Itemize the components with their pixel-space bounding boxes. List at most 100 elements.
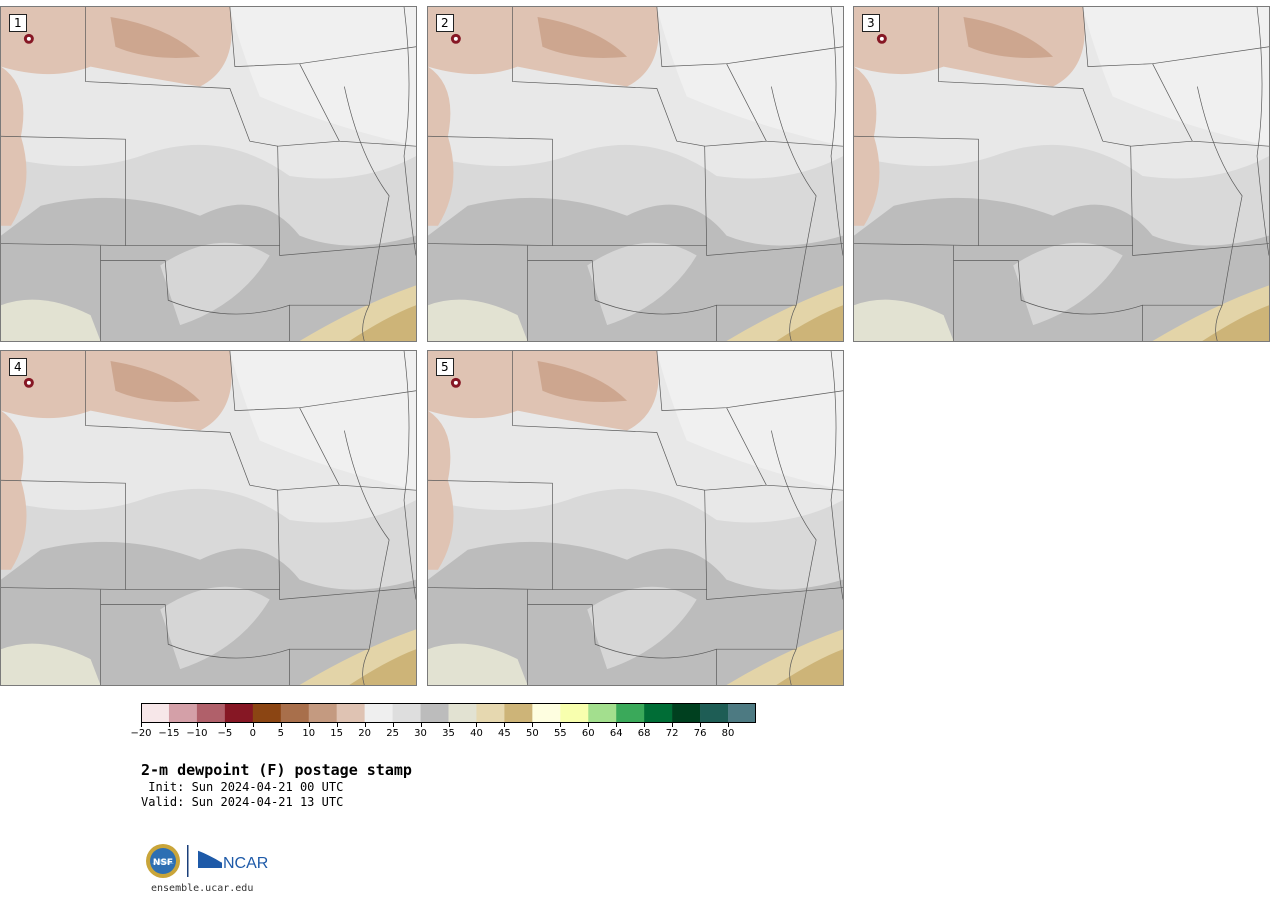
state-boundary — [771, 430, 817, 685]
colorbar-tickmark — [532, 723, 534, 727]
colorbar-tickmark — [168, 723, 170, 727]
colorbar-tickmark — [252, 723, 254, 727]
dewpoint-map — [428, 7, 843, 341]
state-boundary — [1132, 243, 1269, 256]
colorbar-swatch — [588, 703, 617, 723]
colorbar-swatch — [141, 703, 170, 723]
colorbar-tick-label: 80 — [721, 728, 735, 739]
colorbar-swatch — [616, 703, 645, 723]
state-boundary — [1, 243, 126, 246]
colorbar-tickmark — [392, 723, 394, 727]
colorbar-tick-label: −15 — [158, 728, 180, 739]
state-boundary — [229, 351, 416, 412]
state-boundary — [1197, 86, 1243, 341]
state-boundary — [854, 135, 1134, 246]
colorbar-tick-label: 20 — [358, 728, 371, 739]
panel-label: 4 — [9, 358, 27, 376]
panel-label: 3 — [862, 14, 880, 32]
state-boundary — [1, 587, 126, 590]
colorbar-swatch — [364, 703, 393, 723]
state-boundary — [277, 140, 340, 147]
colorbar-tick-label: −20 — [130, 728, 152, 739]
colorbar-swatch — [476, 703, 505, 723]
state-boundary — [706, 587, 843, 600]
state-boundary — [428, 135, 708, 246]
colorbar-swatch — [280, 703, 310, 723]
state-boundary — [953, 260, 1143, 341]
state-boundary — [830, 7, 843, 256]
colorbar-tickmark — [504, 723, 506, 727]
colorbar-tickmark — [448, 723, 450, 727]
colorbar-swatch — [224, 703, 254, 723]
colorbar-swatch — [448, 703, 477, 723]
colorbar-tick-label: 35 — [442, 728, 455, 739]
dewpoint-map — [428, 351, 843, 685]
state-boundary — [100, 604, 290, 685]
state-boundary — [403, 351, 416, 600]
colorbar-tick-label: 40 — [470, 728, 483, 739]
colorbar-swatch — [560, 703, 589, 723]
colorbar-tickmark — [700, 723, 702, 727]
state-boundary — [344, 86, 390, 341]
state-boundary — [527, 260, 717, 341]
colorbar-tick-label: 5 — [277, 728, 284, 739]
state-boundary — [344, 430, 390, 685]
state-boundary — [771, 86, 817, 341]
colorbar-swatch — [532, 703, 561, 723]
state-boundary — [512, 7, 678, 142]
colorbar-tick-label: 0 — [249, 728, 256, 739]
colorbar-ticks: −20 −15 −10 −5 0 5 10 15 20 25 30 35 40 45 50 55 60 64 68 7… — [130, 723, 756, 743]
colorbar-swatch — [700, 703, 729, 723]
state-boundary — [704, 484, 767, 491]
nsf-logo-icon: NSF — [146, 844, 180, 878]
panel-label: 2 — [436, 14, 454, 32]
stamp-panel-3: 3 — [853, 6, 1270, 342]
state-boundary — [704, 140, 767, 147]
state-boundary — [726, 63, 843, 147]
state-boundary — [279, 243, 416, 256]
state-boundary — [656, 351, 843, 412]
ncar-logo-text: NCAR — [223, 855, 268, 872]
colorbar-tickmark — [196, 723, 198, 727]
dewpoint-map — [1, 7, 416, 341]
state-boundary — [100, 260, 290, 341]
colorbar-tickmark — [728, 723, 730, 727]
state-boundary — [428, 243, 553, 246]
colorbar-tick-label: 64 — [609, 728, 623, 739]
panel-label: 5 — [436, 358, 454, 376]
stamp-panel-4: 4 — [0, 350, 417, 686]
nsf-ncar-logos: NSF NCAR — [146, 844, 268, 878]
state-boundary — [1, 135, 281, 246]
plot-title: 2-m dewpoint (F) postage stamp — [141, 761, 412, 779]
colorbar-tickmark — [336, 723, 338, 727]
colorbar-swatch — [252, 703, 282, 723]
state-boundary — [1130, 140, 1193, 147]
dewpoint-colorbar — [141, 703, 756, 723]
colorbar-tick-label: −10 — [186, 728, 208, 739]
state-boundary — [938, 7, 1104, 142]
state-boundary — [527, 604, 717, 685]
colorbar-tickmark — [560, 723, 562, 727]
state-boundary — [403, 7, 416, 256]
state-boundary — [428, 479, 708, 590]
state-boundary — [1, 479, 281, 590]
colorbar-tick-label: 10 — [302, 728, 316, 739]
colorbar-swatch — [336, 703, 365, 723]
state-boundary — [1082, 7, 1269, 68]
colorbar-tick-label: 45 — [498, 728, 511, 739]
valid-time: Valid: Sun 2024-04-21 13 UTC — [141, 795, 344, 809]
colorbar-tickmark — [616, 723, 618, 727]
dewpoint-map — [854, 7, 1269, 341]
colorbar-tick-label: 30 — [414, 728, 427, 739]
state-boundary — [85, 351, 251, 486]
colorbar-tickmark — [588, 723, 590, 727]
colorbar-tick-label: 76 — [693, 728, 707, 739]
ncar-logo-icon: NCAR — [197, 849, 268, 872]
colorbar-tickmark — [280, 723, 282, 727]
state-boundary — [512, 351, 678, 486]
colorbar-swatch — [196, 703, 226, 723]
panel-label: 1 — [9, 14, 27, 32]
dewpoint-map — [1, 351, 416, 685]
state-boundary — [85, 7, 251, 142]
state-boundary — [706, 243, 843, 256]
